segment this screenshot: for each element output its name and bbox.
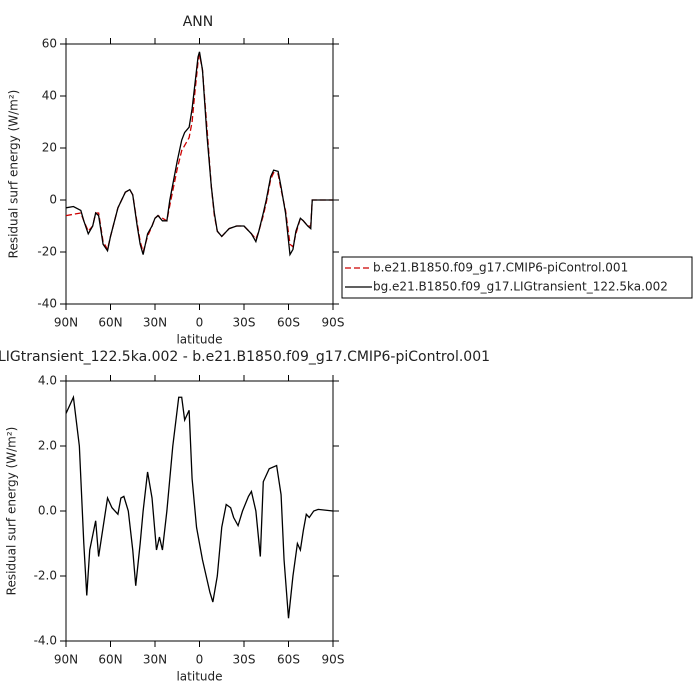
y-tick-label: 0.0 [38, 504, 57, 518]
plot-frame [65, 43, 334, 305]
y-tick-label: 0 [49, 193, 57, 207]
y-tick-label: -4.0 [34, 634, 57, 648]
data-line [65, 51, 333, 257]
x-tick-label: 90N [54, 316, 78, 330]
data-line [65, 54, 333, 255]
y-axis-label: Residual surf energy (W/m²) [7, 90, 21, 259]
x-tick-label: 30N [143, 316, 167, 330]
x-tick-label: 30N [143, 653, 167, 667]
x-tick-label: 0 [196, 653, 204, 667]
y-tick-label: 20 [42, 141, 57, 155]
x-tick-label: 30S [233, 316, 256, 330]
y-tick-label: -2.0 [34, 569, 57, 583]
x-tick-label: 90S [322, 316, 345, 330]
x-tick-label: 90S [322, 653, 345, 667]
y-tick-label: 60 [42, 37, 57, 51]
chart-title: LIGtransient_122.5ka.002 - b.e21.B1850.f… [0, 349, 490, 365]
x-tick-label: 60S [277, 316, 300, 330]
y-tick-label: 2.0 [38, 439, 57, 453]
data-line [65, 394, 334, 619]
chart-title: ANN [183, 14, 214, 30]
x-tick-label: 60S [277, 653, 300, 667]
y-axis-label: Residual surf energy (W/m²) [5, 427, 19, 596]
x-tick-label: 30S [233, 653, 256, 667]
y-tick-label: -40 [37, 297, 57, 311]
x-axis-label: latitude [176, 670, 222, 684]
x-tick-label: 60N [98, 653, 122, 667]
y-tick-label: 4.0 [38, 374, 57, 388]
legend-box [341, 256, 693, 299]
x-axis-label: latitude [176, 333, 222, 347]
legend-label: b.e21.B1850.f09_g17.CMIP6-piControl.001 [373, 261, 628, 275]
x-tick-label: 60N [98, 316, 122, 330]
x-tick-label: 90N [54, 653, 78, 667]
y-tick-label: 40 [42, 89, 57, 103]
y-tick-label: -20 [37, 245, 57, 259]
x-tick-label: 0 [196, 316, 204, 330]
legend-label: bg.e21.B1850.f09_g17.LIGtransient_122.5k… [373, 280, 668, 294]
